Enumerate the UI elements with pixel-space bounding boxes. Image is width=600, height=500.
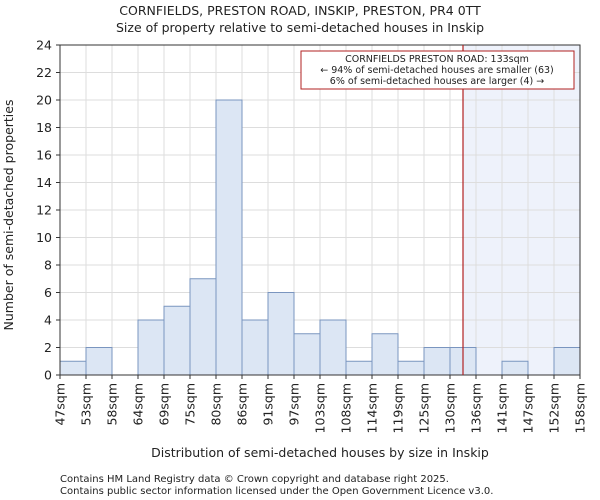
bar-64sqm [137, 319, 165, 376]
y-tick-label: 24 [36, 38, 52, 53]
x-tick-label: 119sqm [391, 383, 406, 433]
bar-80sqm [215, 99, 243, 376]
chart-title: CORNFIELDS, PRESTON ROAD, INSKIP, PRESTO… [119, 3, 481, 18]
bar-47sqm [59, 360, 87, 376]
x-tick-label: 58sqm [105, 383, 120, 426]
bar-152sqm [553, 347, 581, 376]
y-tick-label: 6 [44, 285, 52, 300]
y-tick-label: 2 [44, 340, 52, 355]
x-tick-label: 91sqm [261, 383, 276, 426]
y-tick-label: 22 [36, 65, 52, 80]
y-tick-label: 18 [36, 120, 52, 135]
x-tick-label: 47sqm [53, 383, 68, 426]
y-tick-label: 16 [36, 148, 52, 163]
x-tick-label: 158sqm [573, 383, 588, 433]
annotation-box: CORNFIELDS PRESTON ROAD: 133sqm ← 94% of… [300, 50, 575, 90]
x-tick-label: 53sqm [79, 383, 94, 426]
y-tick-label: 8 [44, 258, 52, 273]
y-tick-label: 12 [36, 203, 52, 218]
x-tick-label: 114sqm [365, 383, 380, 433]
x-tick-label: 97sqm [287, 383, 302, 426]
bar-75sqm [189, 278, 217, 376]
annotation-line-2: ← 94% of semi-detached houses are smalle… [320, 65, 554, 76]
x-tick-label: 130sqm [443, 383, 458, 433]
bar-91sqm [267, 292, 295, 376]
y-tick-label: 20 [36, 93, 52, 108]
x-tick-label: 152sqm [547, 383, 562, 433]
x-tick-label: 80sqm [209, 383, 224, 426]
bar-141sqm [501, 360, 529, 376]
x-tick-label: 108sqm [339, 383, 354, 433]
bar-125sqm [423, 347, 451, 376]
x-tick-label: 86sqm [235, 383, 250, 426]
bar-103sqm [319, 319, 347, 376]
y-tick-label: 4 [44, 313, 52, 328]
bar-86sqm [241, 319, 269, 376]
annotation-line-1: CORNFIELDS PRESTON ROAD: 133sqm [345, 54, 529, 65]
y-tick-label: 0 [44, 368, 52, 383]
bar-119sqm [397, 360, 425, 376]
y-axis-label: Number of semi-detached properties [1, 100, 16, 331]
footer-line-1: Contains HM Land Registry data © Crown c… [60, 474, 449, 485]
annotation-line-3: 6% of semi-detached houses are larger (4… [330, 76, 544, 87]
x-tick-label: 136sqm [469, 383, 484, 433]
x-tick-label: 141sqm [495, 383, 510, 433]
x-tick-label: 64sqm [131, 383, 146, 426]
plot-frame [59, 44, 581, 376]
bar-97sqm [293, 333, 321, 376]
bar-114sqm [371, 333, 399, 376]
bar-53sqm [85, 347, 113, 376]
bar-69sqm [163, 305, 191, 376]
x-tick-label: 103sqm [313, 383, 328, 433]
x-axis-label: Distribution of semi-detached houses by … [151, 445, 489, 460]
x-tick-label: 69sqm [157, 383, 172, 426]
y-tick-label: 10 [36, 230, 52, 245]
x-tick-label: 125sqm [417, 383, 432, 433]
x-axis-ticks: 47sqm 53sqm 58sqm 64sqm 69sqm 75sqm 80sqm 86sqm… [53, 375, 588, 433]
y-tick-label: 14 [36, 175, 52, 190]
x-tick-label: 147sqm [521, 383, 536, 433]
footer-line-2: Contains public sector information licen… [60, 486, 493, 497]
bar-108sqm [345, 360, 373, 376]
chart-subtitle: Size of property relative to semi-detach… [116, 20, 484, 35]
x-tick-label: 75sqm [183, 383, 198, 426]
